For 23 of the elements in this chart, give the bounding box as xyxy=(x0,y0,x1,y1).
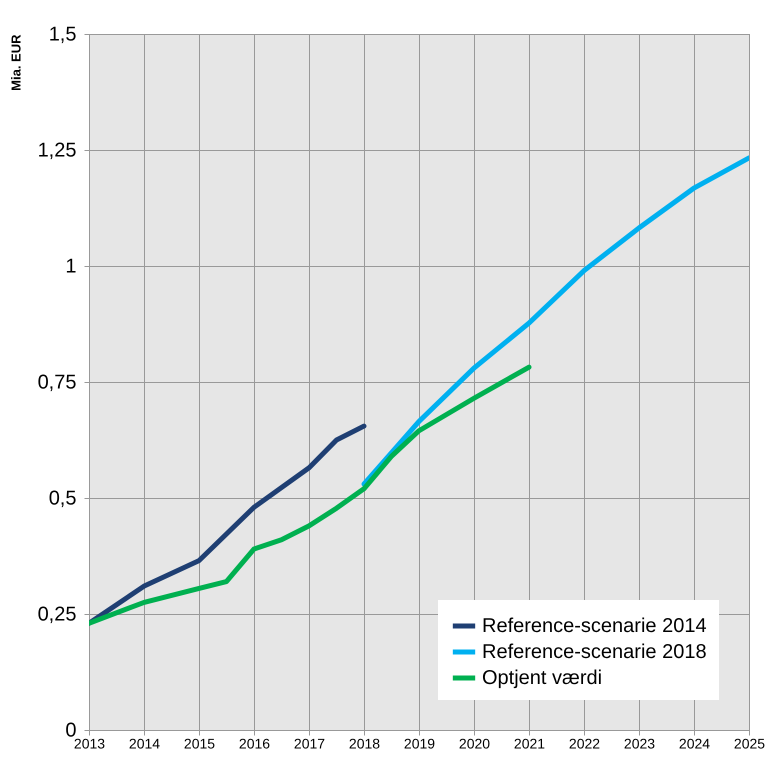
x-tick-label: 2020 xyxy=(458,736,490,752)
x-tick-label: 2025 xyxy=(734,736,766,752)
x-tick-label: 2022 xyxy=(568,736,600,752)
x-tick-label: 2013 xyxy=(74,736,106,752)
x-tick-label: 2019 xyxy=(404,736,436,752)
x-tick-label: 2021 xyxy=(514,736,546,752)
legend-label: Reference-scenarie 2014 xyxy=(482,615,707,637)
x-tick-label: 2017 xyxy=(294,736,326,752)
y-tick-label: 1,25 xyxy=(38,140,76,162)
x-tick-label: 2024 xyxy=(678,736,710,752)
y-tick-label: 0,25 xyxy=(38,604,76,626)
y-tick-label: 0,5 xyxy=(48,488,76,510)
y-tick-label: 0,75 xyxy=(38,372,76,394)
y-tick-label: 1 xyxy=(65,256,76,278)
x-tick-label: 2023 xyxy=(624,736,656,752)
legend-label: Optjent værdi xyxy=(482,667,602,689)
x-tick-label: 2018 xyxy=(348,736,380,752)
x-tick-label: 2016 xyxy=(238,736,270,752)
y-axis-title: Mia. EUR xyxy=(8,34,24,91)
x-tick-label: 2014 xyxy=(128,736,160,752)
y-tick-label: 1,5 xyxy=(48,24,76,46)
legend-label: Reference-scenarie 2018 xyxy=(482,641,707,663)
x-tick-label: 2015 xyxy=(184,736,216,752)
